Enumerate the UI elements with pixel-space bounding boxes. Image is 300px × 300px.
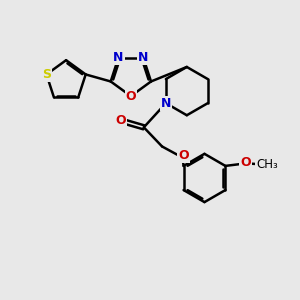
Text: N: N bbox=[113, 51, 124, 64]
Text: N: N bbox=[138, 51, 148, 64]
Text: O: O bbox=[125, 90, 136, 103]
Text: O: O bbox=[240, 156, 251, 169]
Text: CH₃: CH₃ bbox=[256, 158, 278, 171]
Text: S: S bbox=[42, 68, 51, 81]
Text: O: O bbox=[178, 149, 189, 162]
Text: O: O bbox=[116, 114, 127, 127]
Text: N: N bbox=[161, 97, 171, 110]
